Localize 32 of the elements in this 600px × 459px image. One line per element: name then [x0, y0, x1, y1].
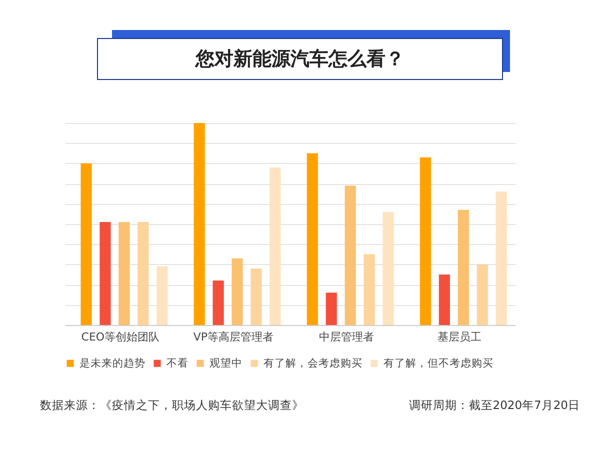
bar	[306, 153, 318, 325]
bar	[270, 167, 281, 325]
bar	[250, 268, 262, 325]
bar	[138, 222, 149, 325]
bar	[364, 254, 375, 325]
source-note: 数据来源：《疫情之下，职场人购车欲望大调查》	[40, 398, 304, 413]
bar	[438, 274, 450, 325]
bar	[458, 210, 469, 325]
chart-title: 您对新能源汽车怎么看？	[97, 38, 503, 80]
bar	[232, 258, 243, 325]
legend-label: 是未来的趋势	[80, 356, 146, 370]
legend-label: 有了解，会考虑购买	[264, 356, 362, 370]
legend-label: 有了解，但不考虑购买	[384, 356, 494, 370]
bar	[100, 222, 111, 325]
x-tick-label: VP等高层管理者	[193, 330, 274, 344]
bar	[344, 186, 356, 325]
x-tick-label: 中层管理者	[319, 330, 374, 344]
bar	[496, 192, 507, 325]
x-tick-label: 基层员工	[438, 330, 482, 344]
text: 调研周期：截至2020年7月20日	[408, 398, 580, 413]
legend-label: 观望中	[210, 356, 242, 370]
bar	[80, 163, 92, 325]
x-tick-label: CEO等创始团队	[81, 330, 160, 344]
bar	[420, 157, 432, 325]
bar	[326, 292, 337, 325]
bar	[212, 280, 224, 325]
bar	[476, 264, 488, 325]
legend-label: 不看	[166, 356, 188, 370]
bar	[118, 222, 130, 325]
bar	[382, 212, 394, 325]
bar	[194, 123, 205, 325]
bar	[156, 266, 168, 325]
